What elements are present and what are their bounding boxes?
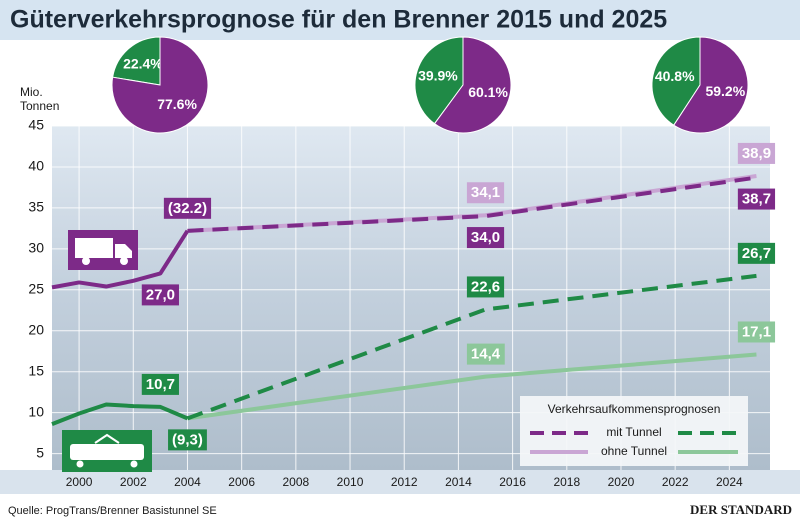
value-label: 38,9 [737,142,776,164]
value-label: 34,0 [466,227,505,249]
train-wheel [76,460,84,468]
value-label-box [141,284,179,306]
train-body [70,444,144,460]
value-label-text: (32.2) [168,200,207,217]
train-pantograph [94,433,120,444]
data-line [187,175,757,233]
value-label-box [737,321,776,343]
pie-label: 60.1% [468,84,508,100]
x-tick-label: 2006 [228,475,255,489]
value-label-text: 27,0 [146,286,175,303]
data-line [51,229,190,290]
pie-label: 40.8% [655,68,695,84]
x-tick-label: 2010 [337,475,364,489]
x-tick-label: 2022 [662,475,689,489]
chart-title: Güterverkehrsprognose für den Brenner 20… [10,6,667,34]
y-tick-label: 45 [28,117,44,133]
value-label: 34,1 [466,182,505,204]
y-tick-label: 20 [28,321,44,337]
value-label-box [737,188,776,210]
value-label-text: 10,7 [146,376,175,393]
x-tick-label: 2024 [716,475,743,489]
pie-slice [414,36,464,125]
pies: 22.4% 77.6% 39.9% 60.1% 40.8% 59.2% [111,36,749,134]
y-tick-label: 30 [28,240,44,256]
value-label-text: 34,1 [471,184,500,201]
lines [51,173,757,426]
value-label-box [466,343,505,365]
brand: DER STANDARD [690,502,792,517]
title-band [0,0,800,40]
value-label: 17,1 [737,321,776,343]
value-label-text: 22,6 [471,278,500,295]
value-label-box [466,276,505,298]
x-tick-label: 2014 [445,475,472,489]
pie-slice [112,36,161,86]
y-tick-label: 10 [28,403,44,419]
value-label-box [163,197,212,219]
legend-title: Verkehrsaufkommensprognosen [548,402,721,416]
value-label-box [466,227,505,249]
truck-cab [115,244,132,258]
truck-wheel [82,257,90,265]
y-tick-label: 35 [28,199,44,215]
value-label-text: 26,7 [742,245,771,262]
y-axis-label: Tonnen [20,99,59,113]
pie-slice [673,36,749,134]
y-tick-label: 15 [28,362,44,378]
value-label-box [168,429,207,451]
value-label: (9,3) [168,429,207,451]
value-label: 10,7 [141,373,179,395]
x-tick-label: 2020 [608,475,635,489]
value-label-text: 38,7 [742,191,771,208]
x-tick-label: 2012 [391,475,418,489]
x-tick-label: 2004 [174,475,201,489]
pie-label: 59.2% [705,83,745,99]
legend: Verkehrsaufkommensprognosen mit Tunnel oh… [520,396,748,466]
pie-label: 77.6% [157,96,197,112]
pie-label: 22.4% [123,56,163,72]
x-tick-label: 2000 [66,475,93,489]
value-label-text: 34,0 [471,229,500,246]
y-tick-label: 25 [28,281,44,297]
value-label: 26,7 [737,242,776,264]
y-tick-label: 40 [28,158,44,174]
value-labels: 27,0 (32.2) 34,1 38,9 34,0 38,7 10,7 (9,3) 14,4 1… [141,142,776,451]
pie-label: 39.9% [418,67,458,83]
data-line [51,402,189,426]
data-line [186,273,757,421]
value-label-text: 14,4 [471,346,501,363]
source: Quelle: ProgTrans/Brenner Basistunnel SE [8,505,217,517]
x-tick-label: 2016 [499,475,526,489]
data-line [187,352,757,421]
train-icon [62,430,152,472]
value-label: 38,7 [737,188,776,210]
value-label: 22,6 [466,276,505,298]
x-tick-label: 2008 [282,475,309,489]
x-tick-label: 2002 [120,475,147,489]
value-label-box [466,182,505,204]
value-label-box [141,373,179,395]
pie-slice [111,36,209,134]
value-label: 14,4 [466,343,505,365]
x-tick-label: 2018 [553,475,580,489]
y-axis-label: Mio. [20,85,43,99]
value-label-text: (9,3) [172,431,203,448]
truck-icon [68,230,138,270]
value-label: (32.2) [163,197,212,219]
pie-slice [433,36,512,134]
value-label-text: 17,1 [742,323,771,340]
legend-label: ohne Tunnel [601,444,667,458]
train-wheel [130,460,138,468]
legend-label: mit Tunnel [606,425,661,439]
truck-wheel [120,257,128,265]
value-label: 27,0 [141,284,179,306]
truck-trailer [75,238,113,258]
x-axis-band [0,470,800,494]
value-label-box [737,142,776,164]
value-label-text: 38,9 [742,145,771,162]
y-tick-label: 5 [36,444,44,460]
value-label-box [737,242,776,264]
